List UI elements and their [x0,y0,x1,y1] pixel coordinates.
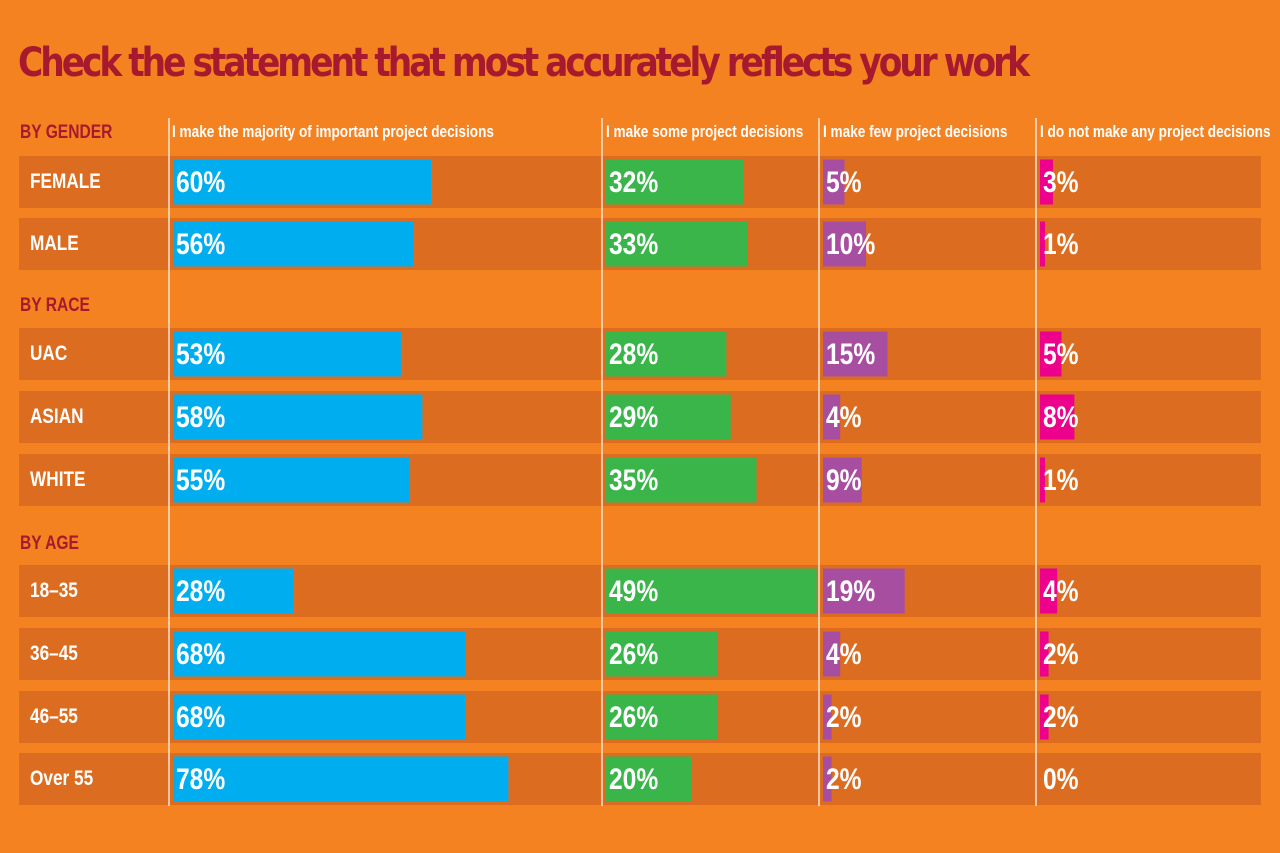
bar [606,457,757,503]
data-label: 4% [826,400,862,434]
data-label: 68% [176,637,225,671]
data-label: 2% [1043,700,1079,734]
bar [173,331,401,377]
bar [606,631,718,677]
row-label: 36–45 [30,642,78,665]
bar [823,631,841,677]
column-header: I make some project decisions [606,122,804,141]
data-label: 56% [176,227,225,261]
data-label: 9% [826,463,862,497]
bar [1040,221,1045,267]
group-label: BY RACE [20,295,90,316]
data-label: 2% [1043,637,1079,671]
group-label: BY AGE [20,533,79,554]
bar [1040,694,1049,740]
data-label: 32% [609,165,658,199]
row-label: FEMALE [30,170,101,193]
data-label: 5% [826,165,862,199]
column-header: I do not make any project decisions [1040,122,1271,141]
data-label: 68% [176,700,225,734]
data-label: 53% [176,337,225,371]
bar [1040,331,1062,377]
data-label: 4% [1043,574,1079,608]
bar [606,694,718,740]
data-label: 1% [1043,463,1079,497]
bar [173,159,431,205]
data-label: 28% [609,337,658,371]
data-label: 20% [609,762,658,796]
bar [823,159,845,205]
bar [606,159,744,205]
data-label: 2% [826,762,862,796]
bar [173,221,414,267]
data-label: 15% [826,337,875,371]
data-label: 28% [176,574,225,608]
row-label: ASIAN [30,405,84,428]
bar [606,394,731,440]
row-label: Over 55 [30,767,94,790]
data-label: 78% [176,762,225,796]
data-label: 29% [609,400,658,434]
row-label: UAC [30,342,68,365]
data-label: 19% [826,574,875,608]
bar [823,568,905,614]
bar [173,756,509,802]
bar [606,331,727,377]
bar [606,221,748,267]
bar [1040,568,1058,614]
data-label: 8% [1043,400,1079,434]
data-label: 3% [1043,165,1079,199]
data-label: 33% [609,227,658,261]
data-label: 49% [609,574,658,608]
bar [823,694,832,740]
data-label: 58% [176,400,225,434]
data-label: 10% [826,227,875,261]
bar [173,631,466,677]
bar [1040,394,1075,440]
data-label: 26% [609,637,658,671]
data-label: 0% [1043,762,1079,796]
bar [823,331,888,377]
row-label: MALE [30,232,79,255]
group-label: BY GENDER [20,122,113,143]
bar [1040,159,1053,205]
bar [173,457,410,503]
bar [606,568,817,614]
chart-title: Check the statement that most accurately… [18,40,1030,86]
data-label: 4% [826,637,862,671]
bar [1040,631,1049,677]
data-label: 26% [609,700,658,734]
data-label: 60% [176,165,225,199]
bar [173,694,466,740]
row-label: WHITE [30,468,86,491]
bar [823,756,832,802]
column-header: I make few project decisions [823,122,1008,141]
bar [823,394,841,440]
data-label: 2% [826,700,862,734]
row-label: 18–35 [30,579,78,602]
bar [173,568,294,614]
data-label: 55% [176,463,225,497]
column-header: I make the majority of important project… [172,122,494,141]
bar [823,221,866,267]
bar [823,457,862,503]
bar [1040,457,1045,503]
row-label: 46–55 [30,705,78,728]
data-label: 5% [1043,337,1079,371]
data-label: 1% [1043,227,1079,261]
data-label: 35% [609,463,658,497]
bar [606,756,692,802]
bar [173,394,423,440]
